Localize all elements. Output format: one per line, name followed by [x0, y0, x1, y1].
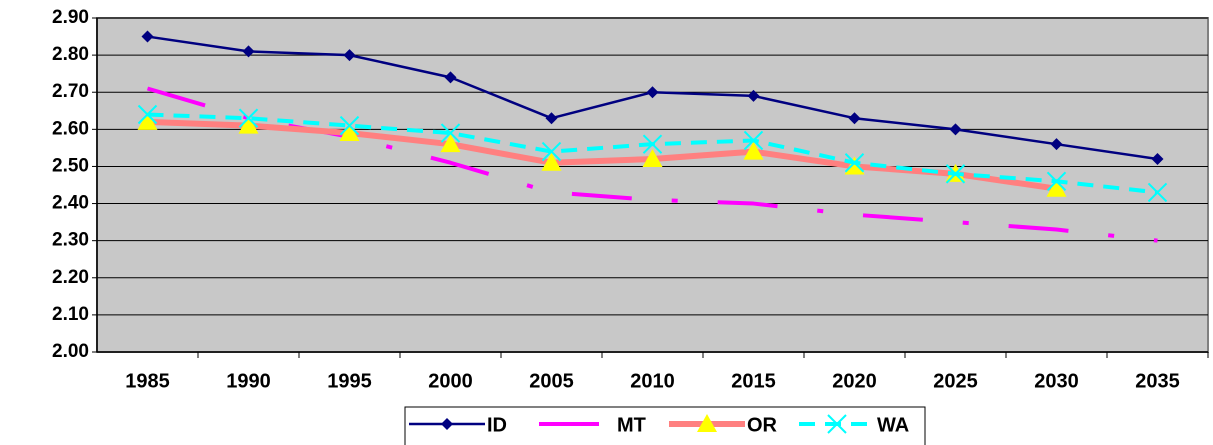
- y-tick-label: 2.20: [52, 267, 89, 288]
- y-tick-label: 2.80: [52, 44, 89, 65]
- marker: [646, 86, 659, 99]
- marker: [844, 156, 865, 175]
- x-tick-label: 2005: [529, 370, 574, 392]
- x-tick-label: 2030: [1034, 370, 1079, 392]
- y-tick-label: 2.10: [52, 304, 89, 325]
- y-tick-label: 2.60: [52, 118, 89, 139]
- x-tick-label: 2000: [428, 370, 473, 392]
- marker: [339, 115, 360, 136]
- legend-label: MT: [617, 414, 646, 436]
- x-tick-label: 1985: [125, 370, 170, 392]
- y-tick-label: 2.50: [52, 155, 89, 176]
- marker: [137, 111, 158, 130]
- marker: [440, 123, 461, 143]
- marker: [238, 108, 259, 128]
- marker: [441, 418, 453, 430]
- marker: [949, 123, 962, 136]
- x-tick-label: 2025: [933, 370, 978, 392]
- marker: [238, 115, 259, 134]
- x-tick-label: 2020: [832, 370, 877, 392]
- marker: [541, 141, 562, 162]
- marker: [339, 123, 360, 142]
- marker: [137, 104, 158, 125]
- marker: [697, 414, 717, 432]
- marker: [545, 112, 558, 125]
- x-tick-label: 2035: [1135, 370, 1180, 392]
- legend: ID MT OR WA: [404, 406, 926, 445]
- marker: [844, 153, 865, 173]
- marker: [827, 414, 847, 434]
- marker: [444, 71, 457, 84]
- marker: [541, 152, 562, 171]
- marker: [343, 49, 356, 62]
- legend-label: ID: [487, 414, 507, 436]
- legend-label: OR: [747, 414, 778, 436]
- marker: [1046, 178, 1067, 197]
- y-tick-label: 2.40: [52, 193, 89, 214]
- marker: [242, 45, 255, 58]
- legend-box: [404, 406, 926, 445]
- marker: [747, 89, 760, 102]
- marker: [1050, 138, 1063, 151]
- marker: [945, 164, 966, 184]
- x-tick-label: 1990: [226, 370, 271, 392]
- marker: [642, 149, 663, 168]
- y-tick-label: 2.30: [52, 230, 89, 251]
- marker: [743, 141, 764, 160]
- marker: [743, 130, 764, 151]
- marker: [848, 112, 861, 125]
- y-tick-label: 2.90: [52, 7, 89, 28]
- x-tick-label: 2010: [630, 370, 675, 392]
- y-tick-label: 2.00: [52, 341, 89, 362]
- marker: [642, 134, 663, 154]
- marker: [141, 30, 154, 43]
- marker: [440, 134, 461, 153]
- x-tick-label: 2015: [731, 370, 776, 392]
- marker: [1147, 182, 1168, 203]
- y-tick-label: 2.70: [52, 81, 89, 102]
- x-tick-label: 1995: [327, 370, 372, 392]
- marker: [1046, 171, 1067, 191]
- marker: [1151, 153, 1164, 166]
- legend-label: WA: [877, 414, 909, 436]
